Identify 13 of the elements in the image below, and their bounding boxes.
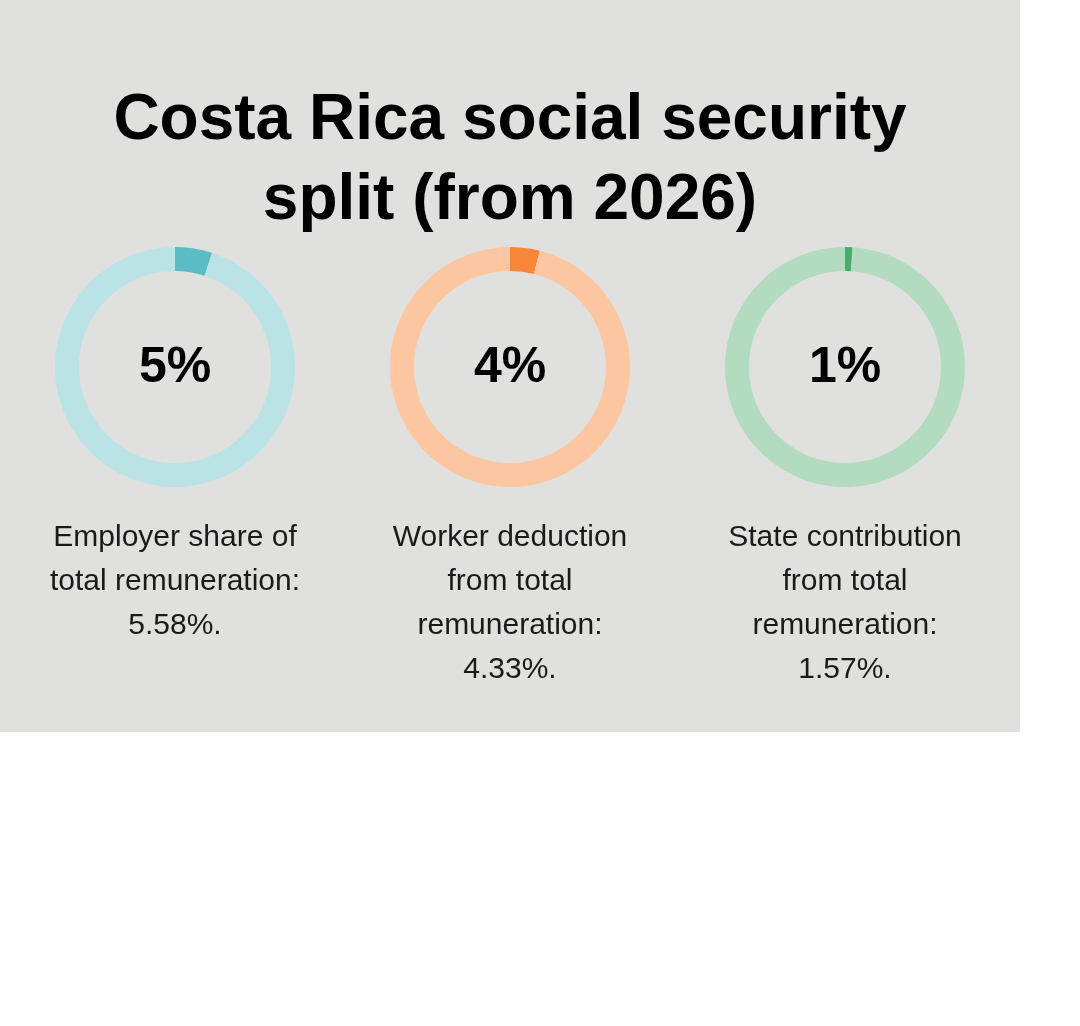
text: Costa Rica social security split (from 2026) bbox=[113, 81, 908, 233]
donut-slice bbox=[845, 247, 853, 272]
donut-slice bbox=[55, 247, 295, 487]
text: Worker deduction from total remuneration: 4.33%. bbox=[392, 519, 628, 684]
text: State contribution from total remuneration: 1.57%. bbox=[728, 519, 962, 684]
text: Employer share of total remuneration: 5.58%. bbox=[49, 519, 301, 640]
donut-slice bbox=[175, 247, 213, 276]
data-label: 1% bbox=[808, 337, 882, 393]
donut-slice bbox=[390, 247, 630, 487]
donut-slice bbox=[510, 247, 540, 275]
donut-slice bbox=[725, 247, 965, 487]
data-label: 4% bbox=[473, 337, 547, 393]
data-label: 5% bbox=[138, 337, 212, 393]
